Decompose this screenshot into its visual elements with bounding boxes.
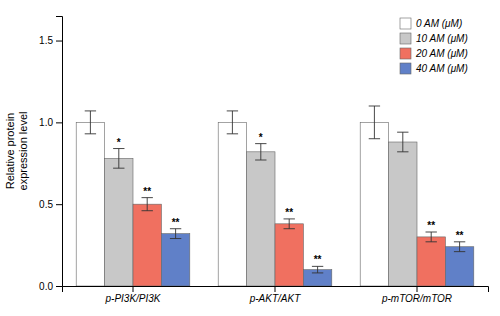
legend-item: 20 AM (μM) bbox=[400, 48, 468, 59]
y-tick-label: 0.5 bbox=[39, 199, 53, 210]
y-tick-mark bbox=[56, 41, 62, 42]
error-bar bbox=[312, 266, 323, 273]
x-tick: p-mTOR/mTOR bbox=[381, 286, 452, 304]
legend-swatch bbox=[400, 33, 411, 44]
error-bar bbox=[454, 242, 465, 252]
y-tick-label: 0.0 bbox=[39, 281, 53, 292]
significance-label: ** bbox=[456, 230, 464, 241]
bar bbox=[360, 122, 388, 286]
x-axis-line bbox=[63, 287, 489, 293]
y-tick-mark bbox=[56, 204, 62, 205]
significance-label: * bbox=[259, 132, 263, 143]
significance-label: ** bbox=[143, 186, 151, 197]
y-tick-label: 1.5 bbox=[39, 35, 53, 46]
significance-label: * bbox=[117, 137, 121, 148]
error-bar bbox=[113, 149, 124, 169]
y-tick-mark bbox=[56, 286, 62, 287]
y-tick: 1.5 bbox=[39, 35, 62, 46]
y-axis-title: Relative proteinexpression level bbox=[4, 112, 29, 191]
x-tick-mark bbox=[275, 286, 276, 292]
bars bbox=[76, 106, 474, 286]
error-bar bbox=[397, 132, 408, 152]
error-bar bbox=[369, 106, 380, 139]
x-tick-label: p-PI3K/PI3K bbox=[104, 293, 161, 304]
plot: 0.0 0.5 1.0 1.5 p-PI3K/PI3K p-AKT/AKT p-mTOR/m… bbox=[4, 17, 489, 305]
series bbox=[161, 229, 473, 286]
error-bar bbox=[227, 111, 238, 134]
series bbox=[133, 198, 445, 286]
series bbox=[76, 106, 388, 286]
y-axis-title-line: expression level bbox=[17, 112, 29, 191]
significance-label: ** bbox=[314, 254, 322, 265]
legend-item: 40 AM (μM) bbox=[400, 63, 468, 74]
legend-swatch bbox=[400, 18, 411, 29]
bar bbox=[76, 122, 104, 286]
x-tick-mark bbox=[133, 286, 134, 292]
y-tick-label: 1.0 bbox=[39, 117, 53, 128]
x-tick: p-AKT/AKT bbox=[249, 286, 301, 304]
legend-label: 20 AM (μM) bbox=[415, 48, 468, 59]
error-bar bbox=[426, 232, 437, 242]
bar bbox=[275, 224, 303, 286]
significance-labels: ************** bbox=[117, 132, 464, 266]
legend-item: 0 AM (μM) bbox=[400, 18, 462, 29]
legend-label: 10 AM (μM) bbox=[416, 33, 468, 44]
y-tick-mark bbox=[56, 122, 62, 123]
error-bar bbox=[142, 198, 153, 211]
x-tick-label: p-AKT/AKT bbox=[249, 293, 301, 304]
legend: 0 AM (μM) 10 AM (μM) 20 AM (μM) 40 AM (μM) bbox=[400, 18, 468, 74]
bar bbox=[105, 158, 133, 286]
legend-swatch bbox=[400, 63, 411, 74]
significance-label: ** bbox=[285, 207, 293, 218]
x-tick: p-PI3K/PI3K bbox=[104, 286, 161, 304]
legend-label: 0 AM (μM) bbox=[416, 18, 462, 29]
series bbox=[105, 132, 417, 286]
bar bbox=[389, 142, 417, 286]
y-tick: 0.5 bbox=[39, 199, 62, 210]
error-bar bbox=[85, 111, 96, 134]
bar bbox=[247, 152, 275, 286]
x-tick-mark bbox=[417, 286, 418, 292]
legend-label: 40 AM (μM) bbox=[416, 63, 468, 74]
bar bbox=[133, 204, 161, 286]
x-tick-label: p-mTOR/mTOR bbox=[381, 293, 452, 304]
legend-swatch bbox=[400, 48, 411, 59]
y-axis-title-line: Relative protein bbox=[4, 113, 16, 189]
bar bbox=[218, 122, 246, 286]
y-tick: 1.0 bbox=[39, 117, 62, 128]
y-tick: 0.0 bbox=[39, 281, 62, 292]
y-axis: 0.0 0.5 1.0 1.5 bbox=[39, 17, 62, 292]
error-bar bbox=[284, 219, 295, 229]
bar bbox=[445, 247, 473, 286]
y-axis-line bbox=[56, 17, 63, 287]
error-bar bbox=[255, 144, 266, 160]
bar bbox=[161, 234, 189, 286]
error-bar bbox=[170, 229, 181, 239]
x-axis: p-PI3K/PI3K p-AKT/AKT p-mTOR/mTOR bbox=[63, 286, 489, 304]
bar bbox=[417, 237, 445, 286]
significance-label: ** bbox=[427, 220, 435, 231]
significance-label: ** bbox=[172, 217, 180, 228]
chart: 0.0 0.5 1.0 1.5 p-PI3K/PI3K p-AKT/AKT p-mTOR/m… bbox=[0, 0, 500, 316]
legend-item: 10 AM (μM) bbox=[400, 33, 468, 44]
